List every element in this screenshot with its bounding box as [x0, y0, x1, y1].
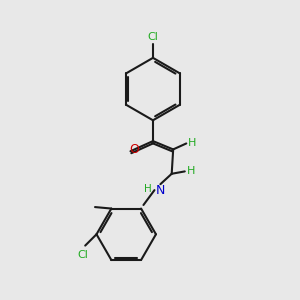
Text: Cl: Cl [148, 32, 158, 42]
Text: N: N [156, 184, 165, 196]
Text: H: H [188, 138, 196, 148]
Text: H: H [144, 184, 152, 194]
Text: H: H [187, 167, 195, 176]
Text: O: O [130, 143, 140, 156]
Text: Cl: Cl [78, 250, 88, 260]
